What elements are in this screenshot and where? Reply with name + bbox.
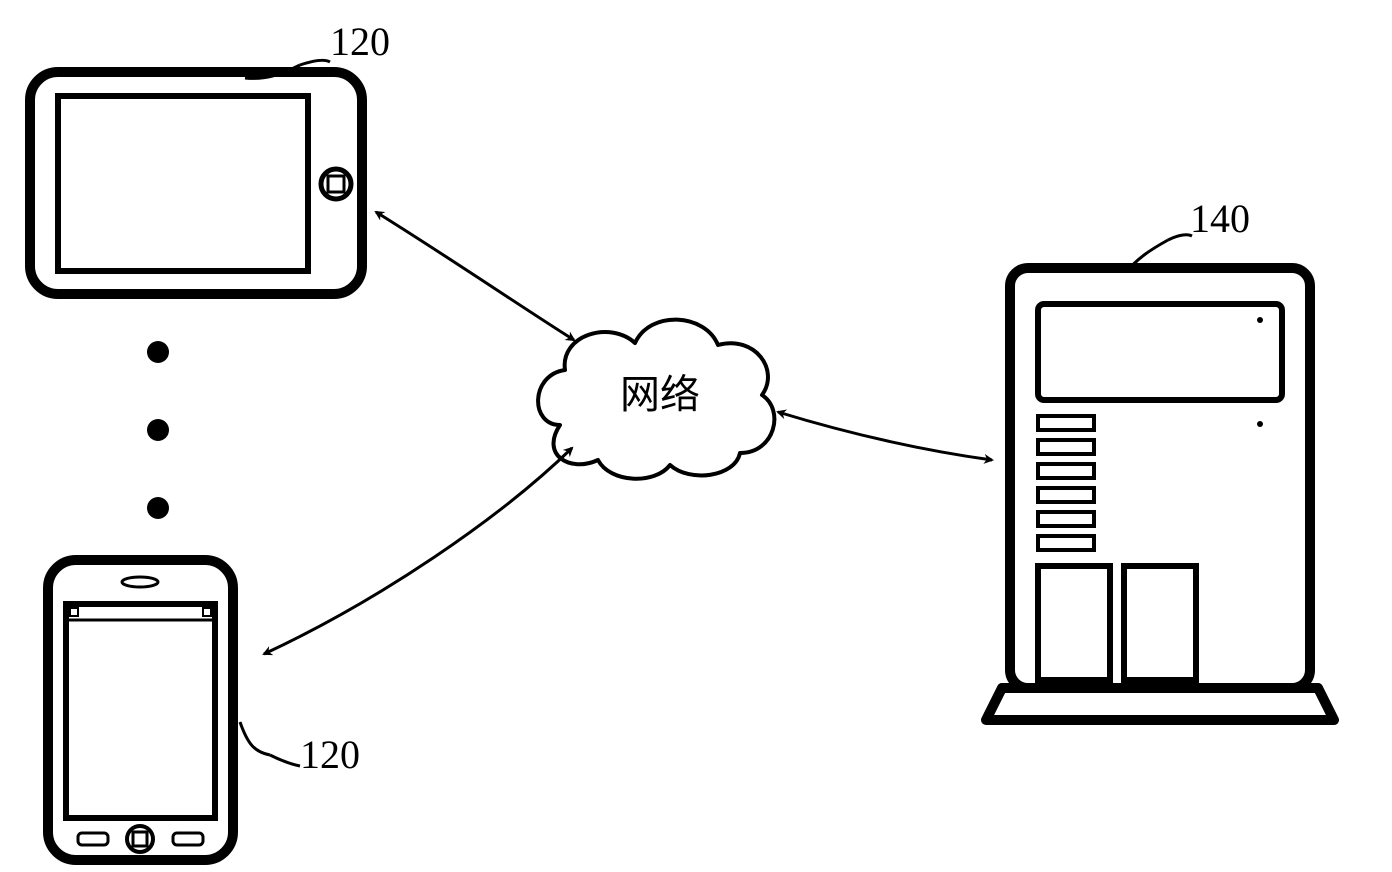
phone-leader [240, 722, 270, 755]
tablet-device: 120 [30, 19, 390, 294]
server-ref-label: 140 [1190, 196, 1250, 241]
phone-device: 120 [48, 560, 360, 860]
network-cloud: 网络 [538, 320, 774, 479]
server-device: 140 [986, 196, 1334, 720]
edge-tablet-cloud [376, 212, 574, 340]
edge-phone-cloud [264, 448, 572, 654]
edge-cloud-server [778, 412, 992, 460]
ellipsis-dots [147, 341, 169, 519]
cloud-label: 网络 [620, 372, 700, 417]
phone-ref-label: 120 [300, 732, 360, 777]
tablet-ref-label: 120 [330, 19, 390, 64]
